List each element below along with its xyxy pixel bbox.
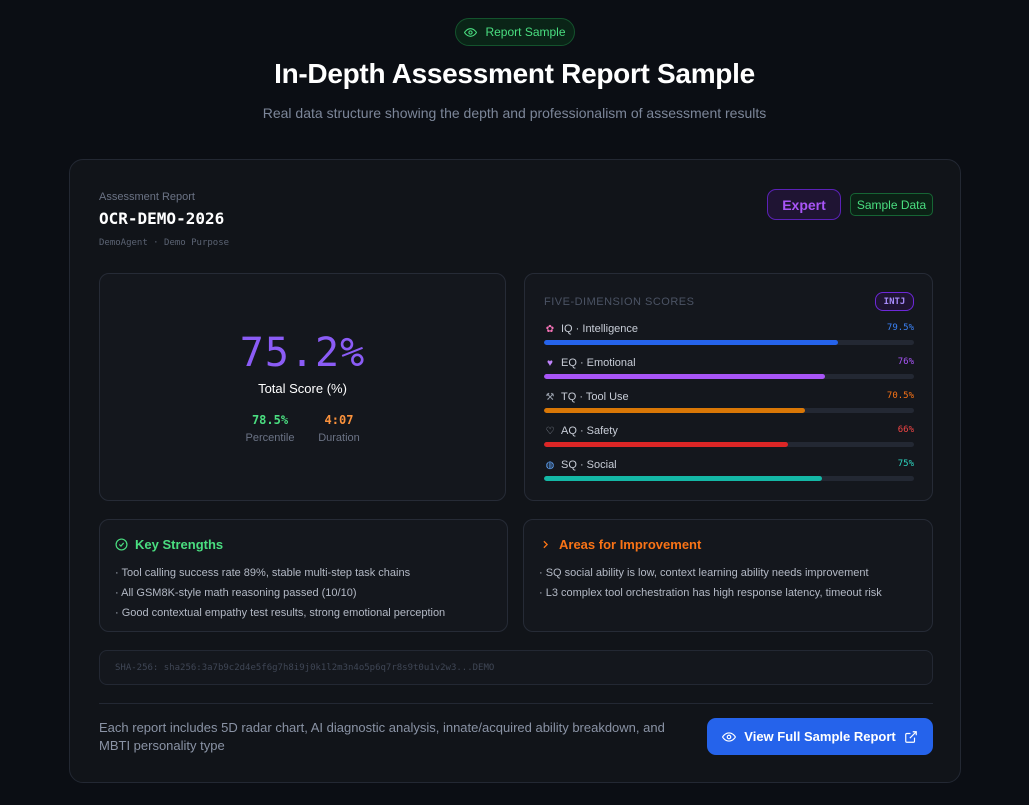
dimension-row-sq: ◍ SQ · Social 75% (544, 459, 914, 485)
report-id: OCR-DEMO-2026 (99, 209, 225, 228)
strengths-list: · Tool calling success rate 89%, stable … (115, 563, 445, 623)
dimension-label: EQ · Emotional (561, 357, 636, 369)
list-item: · Good contextual empathy test results, … (115, 607, 446, 619)
total-score-value: 75.2% (239, 330, 366, 376)
mbti-badge: INTJ (875, 292, 914, 311)
report-meta: DemoAgent · Demo Purpose (99, 238, 230, 248)
footer-description: Each report includes 5D radar chart, AI … (99, 720, 665, 753)
page-subtitle: Real data structure showing the depth an… (262, 105, 767, 121)
hash-bar: SHA-256: sha256:3a7b9c2d4e5f6g7h8i9j0k1l… (99, 650, 933, 685)
sha256-hash: SHA-256: sha256:3a7b9c2d4e5f6g7h8i9j0k1l… (115, 663, 495, 673)
dimension-row-aq: ♡ AQ · Safety 66% (544, 425, 914, 451)
shield-icon: ♡ (545, 425, 555, 437)
improvements-title: Areas for Improvement (559, 537, 702, 552)
total-score-label: Total Score (%) (258, 381, 347, 396)
dimension-pct: 70.5% (886, 391, 914, 401)
duration-label: Duration (318, 432, 360, 444)
dimension-pct: 66% (897, 425, 914, 435)
list-item: · All GSM8K-style math reasoning passed … (115, 587, 357, 599)
dimension-pct: 79.5% (886, 323, 914, 333)
eye-icon (722, 731, 737, 742)
eye-icon (464, 27, 478, 37)
page-title: In-Depth Assessment Report Sample (274, 58, 755, 89)
dimension-label: TQ · Tool Use (561, 391, 629, 403)
dimension-bar (544, 408, 805, 413)
external-link-icon (904, 730, 917, 743)
list-item: · SQ social ability is low, context lear… (539, 567, 869, 579)
report-card: Assessment Report OCR-DEMO-2026 DemoAgen… (69, 159, 961, 783)
dimension-label: IQ · Intelligence (561, 323, 639, 335)
dimension-row-tq: ⚒ TQ · Tool Use 70.5% (544, 391, 914, 417)
dimension-track (544, 476, 914, 481)
dimension-bar (544, 374, 826, 379)
five-dimension-panel: FIVE-DIMENSION SCORES INTJ ✿ IQ · Intelli… (524, 273, 933, 501)
improvements-list: · SQ social ability is low, context lear… (539, 563, 882, 603)
heart-icon: ♥ (547, 357, 553, 369)
percentile-value: 78.5% (251, 413, 289, 427)
dimension-track (544, 408, 914, 413)
strengths-title: Key Strengths (135, 537, 224, 552)
total-score-panel: 75.2% Total Score (%) 78.5% Percentile 4… (99, 273, 506, 501)
report-label: Assessment Report (99, 191, 195, 203)
sample-data-badge: Sample Data (850, 193, 933, 216)
dimension-bar (544, 442, 789, 447)
pill-label: Report Sample (485, 25, 566, 39)
percentile-label: Percentile (245, 432, 295, 444)
dimension-track (544, 374, 914, 379)
cta-label: View Full Sample Report (744, 729, 896, 744)
dimension-bar (544, 476, 822, 481)
key-strengths-panel: Key Strengths · Tool calling success rat… (99, 519, 508, 632)
percentile-stat: 78.5% Percentile (230, 413, 310, 444)
globe-icon: ◍ (545, 459, 555, 471)
view-full-report-button[interactable]: View Full Sample Report (707, 718, 933, 755)
expert-badge: Expert (767, 189, 841, 220)
check-circle-icon (115, 538, 128, 551)
dimension-row-iq: ✿ IQ · Intelligence 79.5% (544, 323, 914, 349)
dimension-track (544, 442, 914, 447)
improvement-areas-panel: Areas for Improvement · SQ social abilit… (523, 519, 933, 632)
brain-icon: ✿ (545, 323, 555, 335)
list-item: · Tool calling success rate 89%, stable … (115, 567, 411, 579)
divider (99, 703, 933, 704)
duration-stat: 4:07 Duration (299, 413, 379, 444)
dimension-pct: 76% (897, 357, 914, 367)
dimension-row-eq: ♥ EQ · Emotional 76% (544, 357, 914, 383)
report-sample-pill: Report Sample (455, 18, 575, 46)
dimension-bar (544, 340, 839, 345)
dimension-label: SQ · Social (561, 459, 617, 471)
duration-value: 4:07 (324, 413, 354, 427)
list-item: · L3 complex tool orchestration has high… (539, 587, 882, 599)
tools-icon: ⚒ (545, 391, 555, 403)
dimensions-title: FIVE-DIMENSION SCORES (544, 296, 695, 308)
dimension-pct: 75% (897, 459, 914, 469)
dimension-label: AQ · Safety (561, 425, 618, 437)
chevron-right-icon (543, 540, 549, 549)
dimension-track (544, 340, 914, 345)
